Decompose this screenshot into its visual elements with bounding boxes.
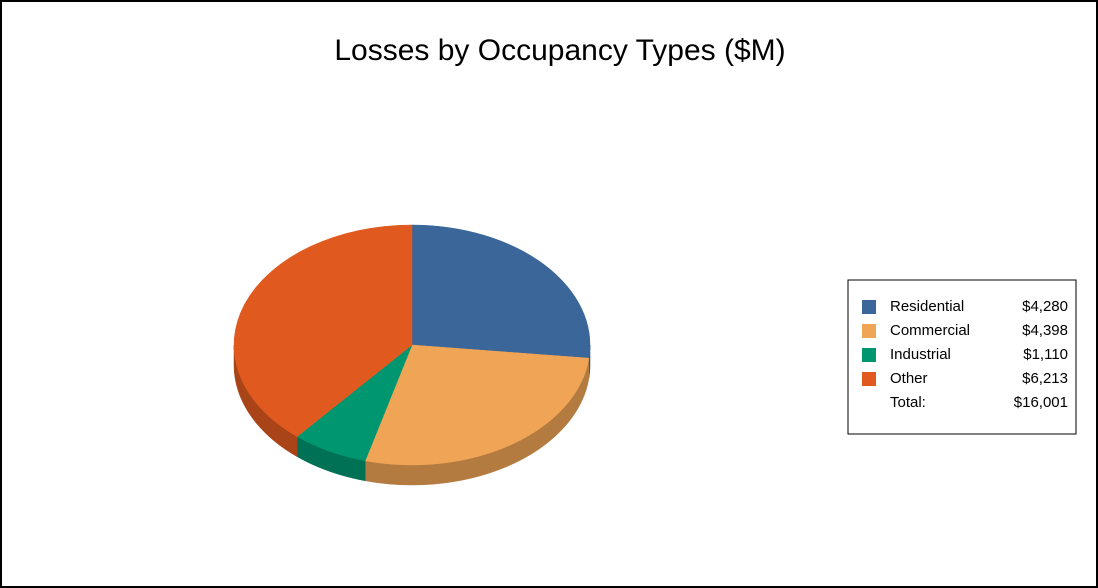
legend-swatch <box>862 348 876 362</box>
legend-swatch <box>862 324 876 338</box>
pie-slice <box>233 224 413 437</box>
chart-title: Losses by Occupancy Types ($M) <box>334 34 785 67</box>
legend-value: $1,110 <box>1023 346 1068 363</box>
legend-label: Other <box>890 370 928 387</box>
legend-total-label: Total: <box>890 394 926 411</box>
legend-value: $4,280 <box>1022 298 1068 315</box>
legend-total-value: $16,001 <box>1014 394 1068 411</box>
legend-label: Residential <box>890 298 964 315</box>
legend-label: Commercial <box>890 322 970 339</box>
pie-slice <box>364 344 590 466</box>
pie-slice <box>411 224 591 359</box>
legend-box <box>847 279 1077 435</box>
legend-label: Industrial <box>890 346 951 363</box>
legend-swatch <box>862 300 876 314</box>
legend-value: $6,213 <box>1022 370 1068 387</box>
legend-swatch <box>862 372 876 386</box>
legend-value: $4,398 <box>1022 322 1068 339</box>
